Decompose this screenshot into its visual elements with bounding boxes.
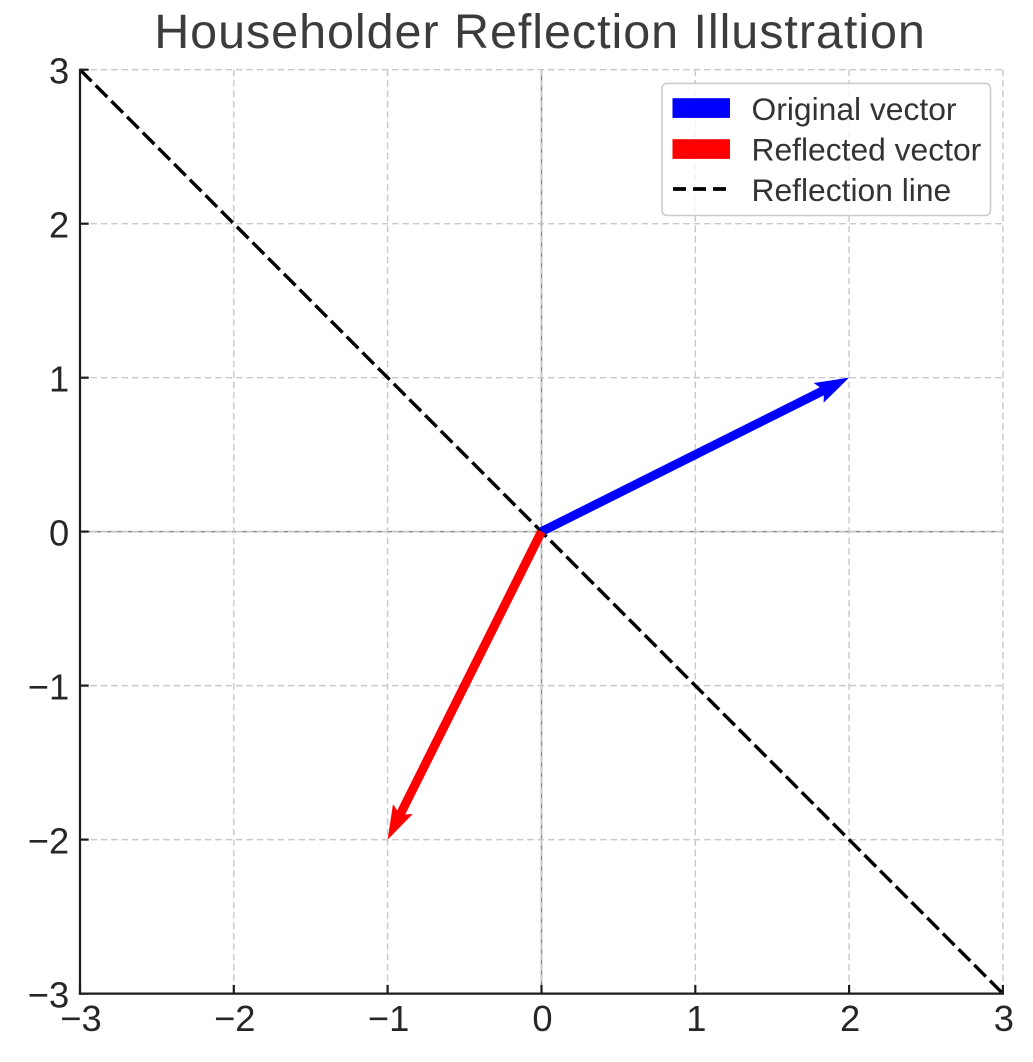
svg-text:−3: −3	[28, 975, 69, 1016]
svg-text:0: 0	[532, 998, 552, 1039]
svg-text:Householder Reflection Illustr: Householder Reflection Illustration	[154, 5, 926, 59]
svg-text:Reflected vector: Reflected vector	[752, 132, 982, 168]
svg-text:−2: −2	[214, 998, 255, 1039]
svg-text:3: 3	[994, 998, 1014, 1039]
svg-text:3: 3	[49, 51, 69, 92]
svg-text:−2: −2	[28, 821, 69, 862]
svg-text:Original vector: Original vector	[752, 91, 957, 127]
svg-text:−1: −1	[28, 667, 69, 708]
svg-text:1: 1	[49, 359, 69, 400]
svg-text:−1: −1	[368, 998, 409, 1039]
svg-text:−3: −3	[60, 998, 101, 1039]
svg-text:0: 0	[49, 513, 69, 554]
svg-text:Reflection line: Reflection line	[752, 172, 952, 208]
svg-text:1: 1	[686, 998, 706, 1039]
svg-text:2: 2	[49, 205, 69, 246]
svg-text:2: 2	[840, 998, 860, 1039]
